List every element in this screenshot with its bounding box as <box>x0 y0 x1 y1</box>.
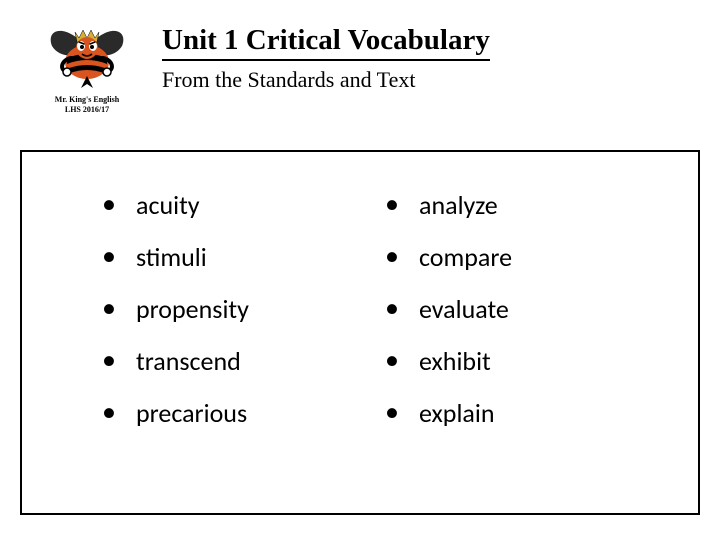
logo-caption-line2: LHS 2016/17 <box>65 105 109 114</box>
slide: Mr. King's English LHS 2016/17 Unit 1 Cr… <box>0 0 720 540</box>
vocab-list-left: acuity stimuli propensity transcend prec… <box>102 192 385 426</box>
page-title: Unit 1 Critical Vocabulary <box>162 24 490 61</box>
vocab-column-right: analyze compare evaluate exhibit explain <box>385 192 668 452</box>
list-item: transcend <box>102 348 385 374</box>
list-item: propensity <box>102 296 385 322</box>
list-item: exhibit <box>385 348 668 374</box>
hornet-mascot-icon <box>37 18 137 93</box>
list-item: analyze <box>385 192 668 218</box>
content-box: acuity stimuli propensity transcend prec… <box>20 150 700 515</box>
list-item: evaluate <box>385 296 668 322</box>
list-item: explain <box>385 400 668 426</box>
logo-caption-line1: Mr. King's English <box>55 95 119 105</box>
vocab-list-right: analyze compare evaluate exhibit explain <box>385 192 668 426</box>
list-item: precarious <box>102 400 385 426</box>
list-item: acuity <box>102 192 385 218</box>
vocab-column-left: acuity stimuli propensity transcend prec… <box>102 192 385 452</box>
page-subtitle: From the Standards and Text <box>162 67 490 93</box>
title-block: Unit 1 Critical Vocabulary From the Stan… <box>152 18 490 93</box>
list-item: compare <box>385 244 668 270</box>
vocab-columns: acuity stimuli propensity transcend prec… <box>102 192 668 452</box>
logo-block: Mr. King's English LHS 2016/17 <box>22 18 152 114</box>
list-item: stimuli <box>102 244 385 270</box>
header: Mr. King's English LHS 2016/17 Unit 1 Cr… <box>0 0 720 114</box>
